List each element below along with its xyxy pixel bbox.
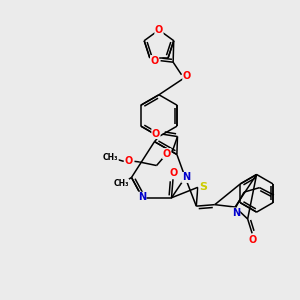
- Text: O: O: [163, 148, 171, 159]
- Text: O: O: [155, 25, 163, 35]
- Text: O: O: [151, 56, 159, 66]
- Text: N: N: [182, 172, 190, 182]
- Text: O: O: [152, 129, 160, 139]
- Text: CH₃: CH₃: [113, 179, 129, 188]
- Text: S: S: [199, 182, 207, 192]
- Text: O: O: [170, 168, 178, 178]
- Text: N: N: [232, 208, 240, 218]
- Text: O: O: [125, 156, 133, 166]
- Text: O: O: [183, 71, 191, 81]
- Text: CH₃: CH₃: [103, 153, 118, 162]
- Text: N: N: [138, 192, 146, 202]
- Text: O: O: [249, 235, 257, 245]
